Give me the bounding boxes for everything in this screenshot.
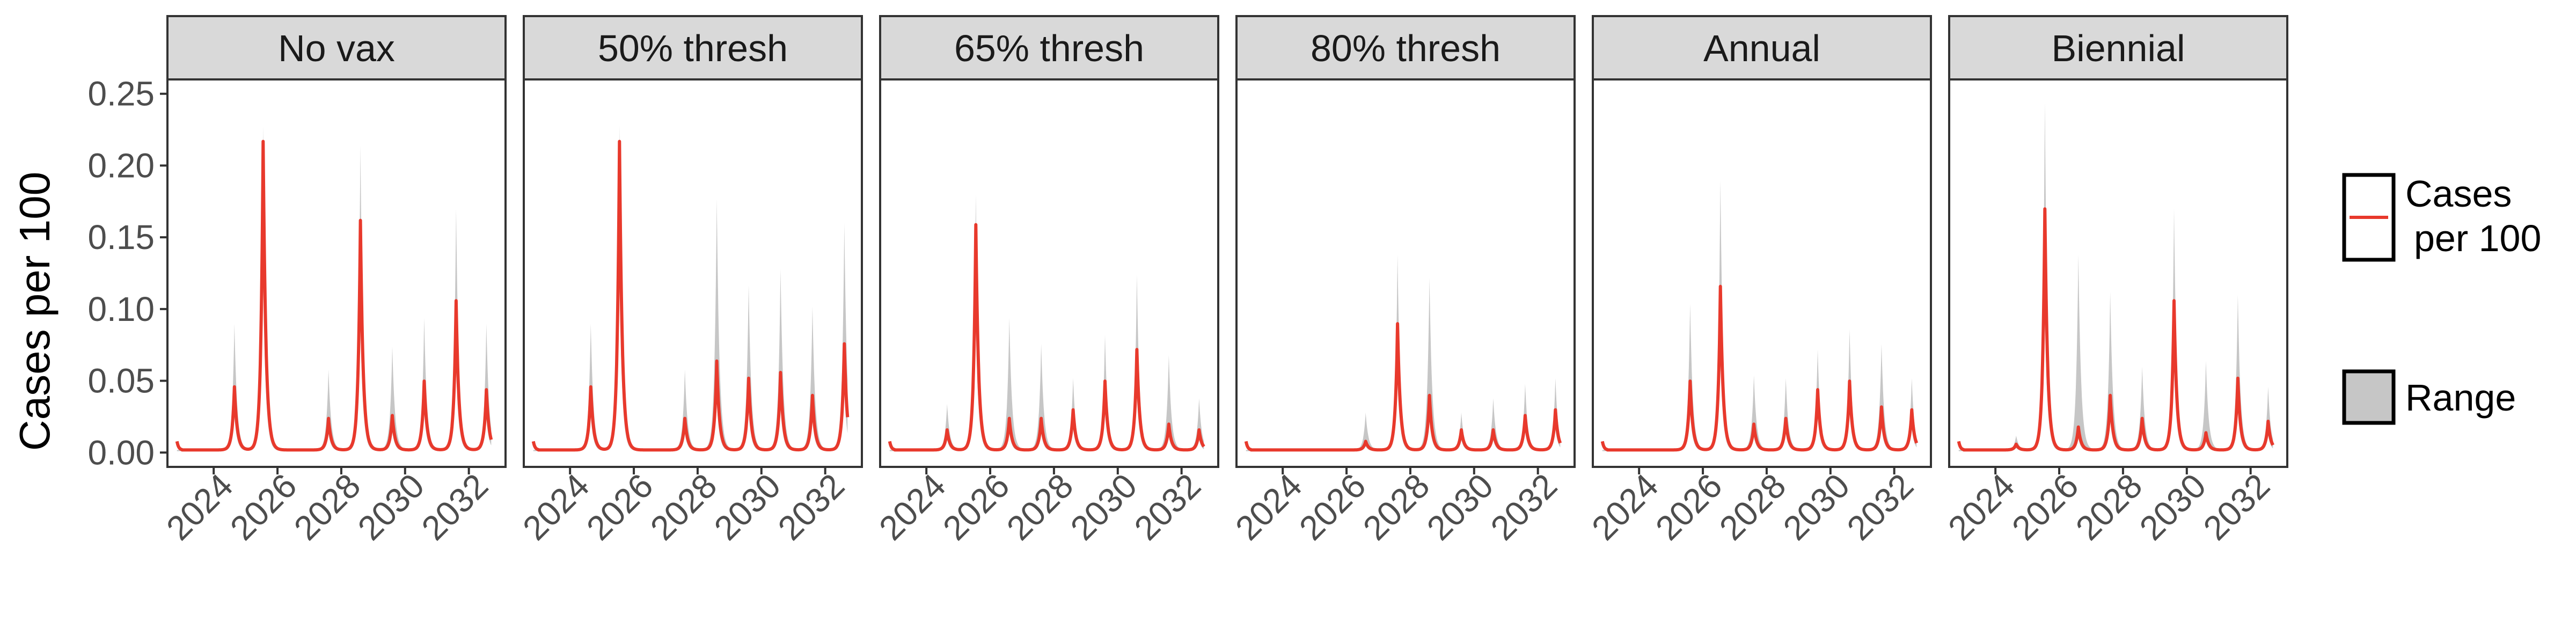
panel-strip bbox=[879, 15, 1219, 80]
legend-line-label-2: per 100 bbox=[2414, 217, 2541, 259]
legend-range-swatch bbox=[2342, 369, 2396, 425]
panel-strip bbox=[523, 15, 863, 80]
panel-strip bbox=[166, 15, 507, 80]
panel-border bbox=[1948, 78, 2288, 468]
panel-plot-area bbox=[880, 79, 1218, 467]
y-tick-label: 0.25 bbox=[87, 75, 155, 113]
y-tick-label: 0.15 bbox=[87, 218, 155, 257]
range-ribbon bbox=[533, 126, 848, 451]
range-ribbon bbox=[1602, 180, 1917, 451]
y-axis-title: Cases per 100 bbox=[11, 172, 58, 451]
legend: Cases per 100 Range bbox=[2342, 173, 2541, 425]
panel-strip-title: 50% thresh bbox=[598, 27, 788, 69]
y-tick-label: 0.20 bbox=[87, 146, 155, 185]
cases-line bbox=[1600, 284, 1919, 452]
panel-strip-title: 65% thresh bbox=[954, 27, 1144, 69]
y-tick-label: 0.10 bbox=[87, 290, 155, 328]
panel-plot-area bbox=[1949, 79, 2287, 467]
legend-line-label-1: Cases bbox=[2405, 173, 2512, 215]
panel-strip-title: Annual bbox=[1703, 27, 1820, 69]
range-ribbon bbox=[1958, 103, 2273, 451]
panel-strip-title: No vax bbox=[278, 27, 395, 69]
y-tick-label: 0.05 bbox=[87, 362, 155, 400]
panel-strip bbox=[1948, 15, 2288, 80]
panel-border bbox=[879, 78, 1219, 468]
legend-range-label: Range bbox=[2405, 377, 2516, 419]
panel-border bbox=[166, 78, 507, 468]
panel-strip-title: 80% thresh bbox=[1311, 27, 1501, 69]
cases-line bbox=[888, 223, 1205, 452]
panel-plot-area bbox=[1593, 79, 1931, 467]
panel-border bbox=[1592, 78, 1932, 468]
panel-border bbox=[523, 78, 863, 468]
panel-border bbox=[1235, 78, 1576, 468]
y-tick-label: 0.00 bbox=[87, 433, 155, 472]
panel-plot-area bbox=[524, 79, 862, 467]
cases-line bbox=[531, 140, 850, 452]
panel-strip bbox=[1235, 15, 1576, 80]
panel-plot-area bbox=[167, 79, 506, 467]
cases-line bbox=[1244, 322, 1562, 452]
panel-strip-title: Biennial bbox=[2051, 27, 2185, 69]
y-axis: 0.00 0.05 0.10 0.15 0.20 0.25 bbox=[87, 75, 167, 472]
cases-line bbox=[1957, 207, 2274, 452]
panel-strip bbox=[1592, 15, 1932, 80]
panel-plot-area bbox=[1236, 79, 1575, 467]
cases-line bbox=[175, 140, 493, 452]
